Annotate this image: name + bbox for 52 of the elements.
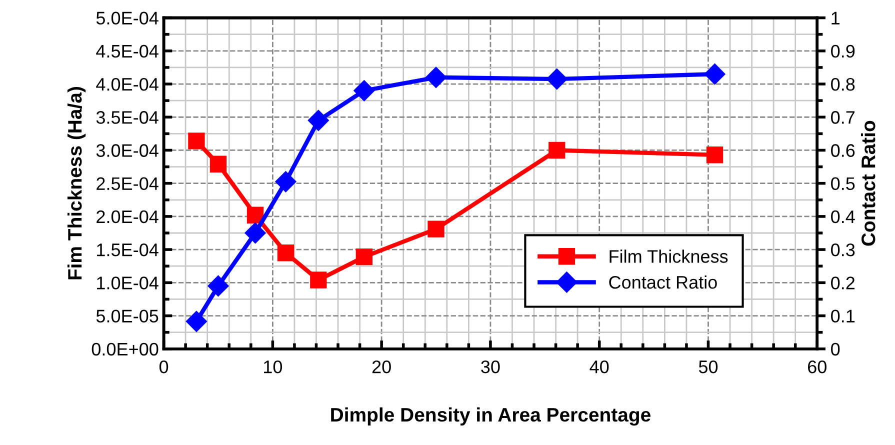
- y-tick-label: 2.0E-04: [96, 210, 158, 224]
- point: [208, 275, 229, 296]
- y2-tick-label: 0.8: [831, 78, 855, 91]
- point: [277, 244, 294, 262]
- y-tick-label: 5.0E-04: [96, 12, 158, 25]
- y2-tick-label: 0.2: [831, 276, 855, 290]
- x-tick-label: 10: [264, 360, 282, 374]
- y-tick-label: 4.5E-04: [96, 44, 158, 58]
- point: [354, 80, 375, 102]
- point: [356, 248, 372, 266]
- y-tick-label: 3.0E-04: [96, 144, 158, 157]
- x-tick-label: 20: [372, 360, 391, 374]
- y2-tick-label: 0.7: [831, 111, 855, 124]
- y-tick-label: 4.0E-04: [96, 78, 158, 91]
- y-tick-label: 0.0E+00: [92, 342, 158, 356]
- y2-tick-label: 0.5: [831, 177, 855, 190]
- x-tick-label: 0: [159, 360, 168, 374]
- y2-tick-label: 0: [831, 342, 840, 356]
- point: [246, 206, 264, 224]
- y2-tick-label: 0.3: [831, 243, 855, 256]
- point: [546, 68, 568, 90]
- y2-tick-label: 1: [832, 12, 840, 24]
- point: [428, 220, 444, 238]
- y-tick-label: 3.5E-04: [96, 111, 158, 124]
- point: [188, 132, 205, 150]
- point: [308, 110, 329, 131]
- y-tick-label: 1.5E-04: [97, 243, 158, 256]
- y2-tick-label: 0.1: [831, 310, 855, 322]
- point: [548, 142, 566, 159]
- point: [310, 272, 327, 288]
- point: [275, 171, 296, 192]
- legend-label: Contact Ratio: [609, 275, 717, 289]
- x-tick-label: 50: [698, 360, 718, 374]
- x-tick-label: 60: [808, 360, 826, 374]
- y2-tick-label: 0.9: [831, 44, 855, 58]
- legend-label: Film Thickness: [610, 250, 728, 263]
- y2-tick-label: 0.4: [831, 210, 855, 224]
- x-axis-title: Dimple Density in Area Percentage: [331, 407, 650, 426]
- y-axis-title: Fim Thickness (Ha/a): [67, 87, 86, 280]
- y-tick-label: 5.0E-05: [96, 310, 158, 322]
- point: [706, 146, 724, 164]
- point: [186, 310, 207, 332]
- y2-tick-label: 0.6: [831, 144, 855, 157]
- point: [210, 156, 227, 172]
- point: [704, 64, 726, 85]
- y-tick-label: 2.5E-04: [96, 177, 158, 190]
- x-tick-label: 30: [481, 360, 500, 374]
- y2-axis-title: Contact Ratio: [860, 120, 876, 246]
- point: [244, 222, 266, 244]
- x-tick-label: 40: [590, 360, 609, 374]
- point: [426, 66, 447, 88]
- y-tick-label: 1.0E-04: [97, 276, 158, 290]
